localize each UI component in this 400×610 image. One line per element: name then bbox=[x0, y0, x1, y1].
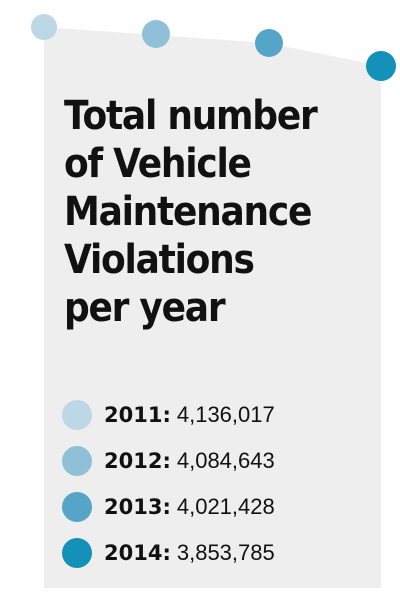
legend-swatch bbox=[62, 492, 92, 522]
legend-value: 4,084,643 bbox=[176, 448, 275, 473]
legend-value: 4,136,017 bbox=[176, 402, 275, 427]
title-line-5: per year bbox=[64, 285, 226, 331]
legend-swatch bbox=[62, 538, 92, 568]
title-line-1: Total number bbox=[64, 93, 318, 139]
legend-item: 2014: 3,853,785 bbox=[62, 530, 382, 576]
legend-item: 2011: 4,136,017 bbox=[62, 392, 382, 438]
legend-item: 2012: 4,084,643 bbox=[62, 438, 382, 484]
data-point-2013 bbox=[254, 28, 283, 57]
legend-value: 4,021,428 bbox=[176, 494, 275, 519]
data-point-2012 bbox=[142, 20, 171, 49]
legend-year: 2013: bbox=[104, 495, 171, 519]
legend-year: 2012: bbox=[104, 449, 171, 473]
legend-value: 3,853,785 bbox=[176, 540, 275, 565]
panel-shape bbox=[44, 27, 381, 588]
title-line-4: Violations bbox=[64, 237, 255, 283]
legend-swatch bbox=[62, 446, 92, 476]
legend-year: 2011: bbox=[104, 403, 171, 427]
legend: 2011: 4,136,017 2012: 4,084,643 2013: 4,… bbox=[62, 392, 382, 576]
title-line-3: Maintenance bbox=[64, 189, 312, 235]
title-line-2: of Vehicle bbox=[64, 141, 252, 187]
legend-swatch bbox=[62, 400, 92, 430]
data-point-2014 bbox=[366, 51, 396, 81]
chart-title: Total number of Vehicle Maintenance Viol… bbox=[64, 92, 334, 332]
data-point-2011 bbox=[31, 14, 57, 40]
legend-year: 2014: bbox=[104, 541, 171, 565]
legend-item: 2013: 4,021,428 bbox=[62, 484, 382, 530]
